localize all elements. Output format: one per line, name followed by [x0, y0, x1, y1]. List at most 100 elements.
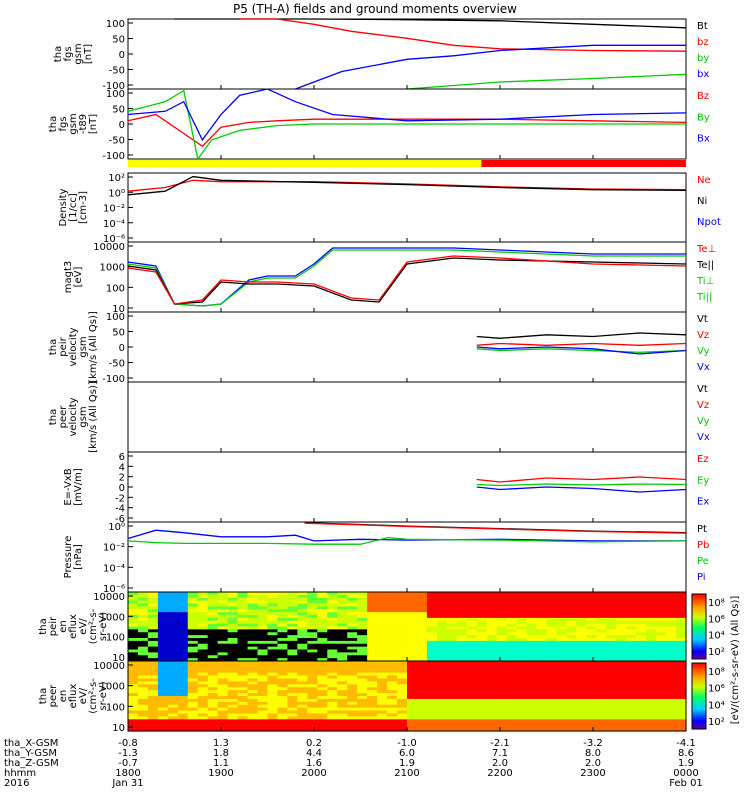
legend-entry: Vx [697, 362, 710, 373]
x-date-right: Feb 01 [669, 778, 703, 789]
y-tick-label: 10⁰ [108, 522, 125, 533]
legend-entry: Vz [697, 330, 709, 341]
legend-entry: Te|| [696, 260, 714, 271]
series-line-Te⊥ [128, 256, 686, 304]
x-row-value: 2100 [394, 768, 419, 779]
colorbar-tick-label: 10⁸ [708, 598, 725, 609]
series-line-By [128, 91, 686, 159]
series-line-Bx [128, 89, 686, 140]
colorbar-tick-label: 10² [708, 647, 725, 658]
legend-entry: Ex [697, 497, 709, 508]
colorbar-tick-label: 10⁴ [708, 631, 725, 642]
y-axis-label-line: [cm-3] [78, 191, 89, 224]
y-axis-label-7: Pressure [nPa] [63, 536, 84, 579]
legend-entry: Bz [697, 91, 709, 102]
series-line-Bt [175, 19, 687, 28]
y-axis-label-8: tha peir en eflux eV/(cm²-s-sr-eV) [38, 608, 109, 644]
colorbar-tick-label: 10⁶ [708, 684, 725, 695]
y-tick-label: 50 [112, 328, 125, 339]
legend-entry: Te⊥ [696, 244, 716, 255]
series-line-Ey [477, 484, 686, 486]
legend-entry: Ez [697, 454, 709, 465]
x-row-value: 2200 [487, 768, 512, 779]
series-line-Ti⊥ [128, 248, 686, 306]
series-line-Vy [477, 349, 686, 353]
x-date-left: Jan 31 [111, 778, 143, 789]
series-line-Vz [477, 344, 686, 346]
legend-entry: Vt [697, 384, 708, 395]
panel-frame-6 [128, 452, 686, 522]
legend-entry: Pb [697, 540, 709, 551]
y-tick-label: 100 [106, 19, 125, 30]
x-date-label: 2016 [4, 778, 29, 789]
y-tick-label: 10000 [93, 661, 125, 672]
y-tick-label: -50 [109, 359, 125, 370]
legend-entry: Ey [697, 475, 709, 486]
panel-frame-3 [128, 242, 686, 312]
y-axis-label-line: [nPa] [73, 544, 84, 570]
y-tick-label: 0 [119, 50, 125, 61]
colorbar-tick-label: 10⁸ [708, 667, 725, 678]
panel-frame-7 [128, 522, 686, 592]
legend-entry: Vy [697, 346, 710, 357]
series-line-Pt [305, 523, 686, 533]
colorbar [692, 663, 706, 729]
y-tick-label: 10² [108, 173, 125, 184]
series-line-bz [240, 19, 686, 51]
legend-entry: Vz [697, 400, 709, 411]
panel-frame-5 [128, 382, 686, 452]
legend-entry: Npot [697, 217, 721, 228]
y-tick-label: 50 [112, 105, 125, 116]
status-bar-red [481, 160, 686, 167]
y-tick-label: 0 [119, 343, 125, 354]
y-tick-label: 100 [106, 283, 125, 294]
y-axis-label-0: tha fgs gsm [nT] [53, 43, 94, 64]
y-axis-label-line: sr-eV) [98, 612, 109, 641]
overview-plot: 100500-50-100tha fgs gsm [nT]Btbzbybx100500… [0, 0, 750, 800]
y-tick-label: 10⁻² [103, 543, 125, 554]
x-row-value: 2000 [301, 768, 326, 779]
panel-frame-4 [128, 312, 686, 382]
series-line-Ni [128, 177, 686, 195]
colorbar [692, 594, 706, 659]
y-axis-label-2: Density [1/cc] [cm-3] [58, 188, 89, 226]
y-tick-label: 10⁻² [103, 204, 125, 215]
legend-entry: Vy [697, 416, 710, 427]
y-tick-label: 10 [112, 723, 125, 734]
series-line-Te|| [128, 258, 686, 304]
y-axis-label-line: [mV/m] [73, 468, 84, 506]
legend-entry: Ti|| [696, 292, 712, 303]
y-tick-label: 10⁰ [108, 188, 125, 199]
y-axis-label-line: [eV] [73, 267, 84, 288]
series-line-Vt [477, 333, 686, 338]
legend-entry: bx [697, 69, 709, 80]
legend-entry: Ne [697, 175, 711, 186]
y-tick-label: -50 [109, 136, 125, 147]
legend-entry: Pt [697, 524, 707, 535]
legend-entry: By [697, 112, 710, 123]
y-tick-label: 100 [106, 312, 125, 323]
x-row-value: 2300 [580, 768, 605, 779]
y-axis-label-3: magt3 [eV] [63, 261, 84, 294]
y-tick-label: 10000 [93, 592, 125, 603]
legend-entry: Vt [697, 314, 708, 325]
y-tick-label: 10⁻⁴ [103, 219, 125, 230]
y-axis-label-4: tha peir velocity gsm [km/s (All Qs)] [48, 311, 99, 383]
y-axis-label-9: tha peer en eflux eV/(cm²-s-sr-eV) [38, 678, 109, 714]
colorbar-tick-label: 10⁴ [708, 700, 725, 711]
legend-entry: Ti⊥ [696, 276, 714, 287]
y-axis-label-line: sr-eV) [98, 681, 109, 710]
legend-entry: Pi [697, 572, 706, 583]
series-line-Ez [477, 477, 686, 482]
legend-entry: Ni [697, 196, 707, 207]
y-tick-label: 10⁻⁴ [103, 563, 125, 574]
x-row-value: 1900 [208, 768, 233, 779]
series-line-Ti|| [128, 250, 686, 306]
y-tick-label: 0 [119, 120, 125, 131]
legend-entry: Bx [697, 134, 710, 145]
series-line-Bz [128, 115, 686, 147]
legend-entry: Vx [697, 432, 710, 443]
colorbar-label-text: [eV/(cm²-s-sr-eV) (All Qs)] [730, 596, 741, 725]
y-tick-label: 100 [106, 89, 125, 100]
y-axis-label-line: [km/s (All Qs)] [88, 311, 99, 383]
